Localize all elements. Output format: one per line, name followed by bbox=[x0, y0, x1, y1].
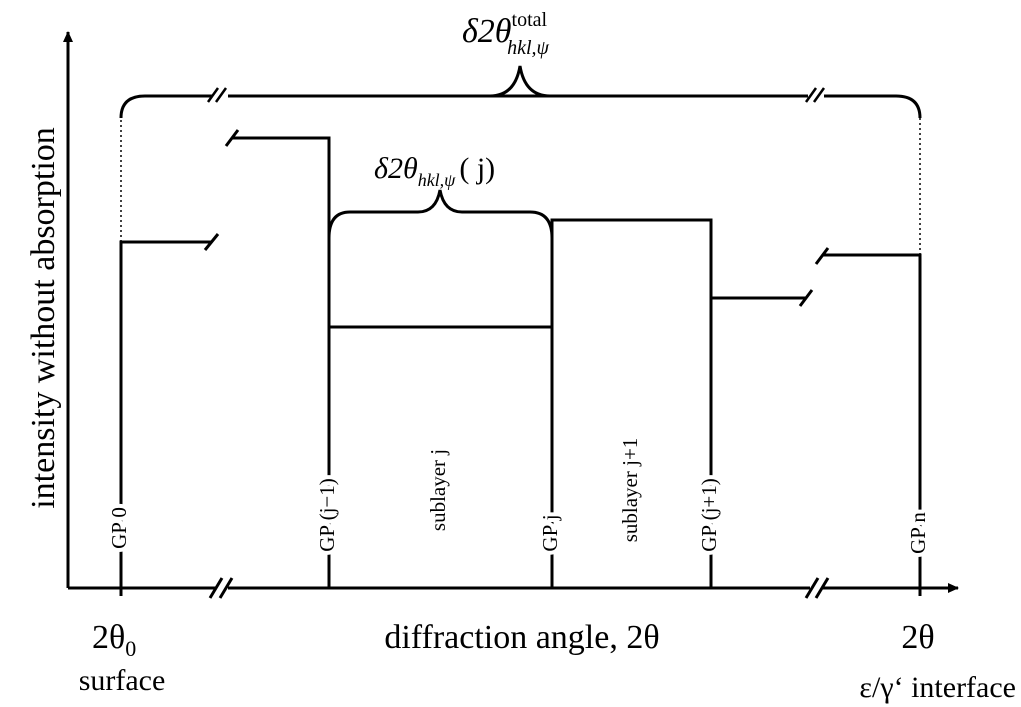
sublayer-label-arg: ( j) bbox=[459, 152, 495, 185]
left-caption: surface bbox=[79, 664, 166, 697]
y-axis-label: intensity without absorption bbox=[25, 127, 62, 509]
sublayer-label: δ2θhkl,ψ( j) bbox=[374, 152, 495, 190]
left-angle-sub: 0 bbox=[125, 636, 136, 661]
position-label: GP n bbox=[906, 512, 930, 554]
position-labels: GP 0 GP (j−1) sublayer j GP j sublayer j+1 GP… bbox=[103, 434, 934, 558]
position-label: sublayer j bbox=[426, 449, 450, 531]
position-label: GP (j+1) bbox=[697, 478, 721, 551]
sublayer-label-sub: hkl,ψ bbox=[418, 170, 456, 190]
axes bbox=[63, 31, 959, 599]
total-label: δ2θtotal hkl,ψ bbox=[462, 9, 549, 59]
left-angle-main: 2θ bbox=[92, 619, 125, 656]
right-caption: ε/γ‘ interface bbox=[859, 671, 1016, 704]
x-axis-label: diffraction angle, 2θ bbox=[384, 619, 659, 656]
braces bbox=[119, 65, 922, 255]
left-angle: 2θ0 bbox=[92, 619, 136, 661]
total-label-main: δ2θ bbox=[462, 13, 512, 50]
position-label: sublayer j+1 bbox=[618, 438, 642, 543]
position-label: GP (j−1) bbox=[315, 478, 339, 551]
sublayer-label-main: δ2θ bbox=[374, 152, 418, 185]
position-label: GP 0 bbox=[107, 507, 131, 549]
total-label-sub: hkl,ψ bbox=[507, 37, 549, 59]
position-label: GP j bbox=[538, 514, 562, 551]
right-angle: 2θ bbox=[901, 619, 934, 656]
profile bbox=[119, 129, 922, 588]
total-label-sup: total bbox=[512, 9, 548, 31]
